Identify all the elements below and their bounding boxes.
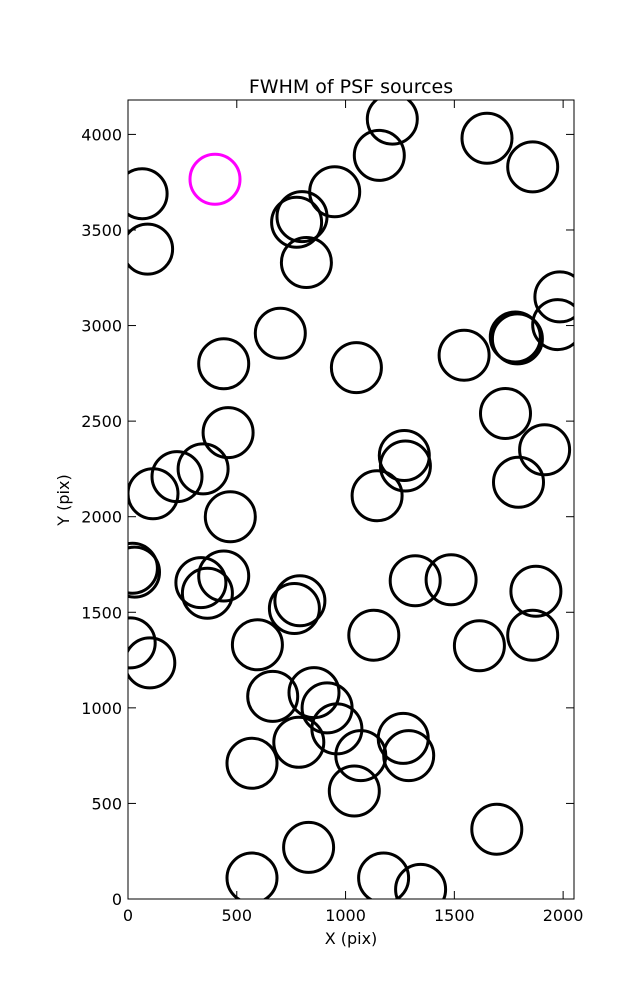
psf-source-circle <box>197 549 251 603</box>
x-tick-label: 500 <box>222 906 253 925</box>
psf-source-circle <box>197 337 251 391</box>
psf-source-circle <box>225 851 279 899</box>
chart-title: FWHM of PSF sources <box>249 76 453 98</box>
x-tick-label: 1500 <box>434 906 475 925</box>
x-tick-label: 0 <box>123 906 133 925</box>
psf-source-circle <box>128 545 161 599</box>
psf-source-markers <box>128 100 574 899</box>
psf-source-circle <box>201 406 255 460</box>
y-axis-label: Y (pix) <box>54 474 73 526</box>
psf-source-circle <box>437 328 491 382</box>
psf-source-circle <box>253 306 307 360</box>
psf-source-circle <box>279 236 333 289</box>
plot-frame <box>127 99 575 900</box>
y-tick-label: 1000 <box>81 699 122 718</box>
psf-source-circle <box>470 802 524 856</box>
psf-source-circle <box>531 298 574 352</box>
psf-source-circle <box>246 669 300 723</box>
psf-source-circle <box>327 764 381 818</box>
psf-source-circle <box>424 553 478 607</box>
highlight-source-circle <box>188 152 242 206</box>
psf-source-circle <box>230 618 284 672</box>
y-axis-ticks: 0 500 1000 1500 2000 2500 3000 3500 4000 <box>81 125 574 909</box>
psf-source-circle <box>357 851 411 899</box>
psf-source-circle <box>128 616 157 670</box>
psf-source-circle <box>533 270 574 324</box>
x-axis-ticks: 0 500 1000 1500 2000 <box>123 100 584 925</box>
psf-source-circle <box>128 467 180 521</box>
psf-source-circle <box>308 165 362 219</box>
y-tick-label: 3500 <box>81 221 122 240</box>
psf-source-circle <box>488 310 542 364</box>
psf-source-circle <box>506 140 560 194</box>
y-tick-label: 3000 <box>81 317 122 336</box>
psf-source-circle <box>128 222 175 276</box>
y-tick-label: 1500 <box>81 603 122 622</box>
psf-source-circle <box>329 341 383 395</box>
psf-source-circle <box>352 128 406 182</box>
psf-source-circle <box>300 681 354 735</box>
y-tick-label: 2500 <box>81 412 122 431</box>
psf-source-circle <box>388 554 442 608</box>
psf-source-circle <box>203 490 257 544</box>
psf-source-circle <box>347 608 401 662</box>
psf-source-circle <box>452 619 506 673</box>
psf-source-circle <box>492 455 545 509</box>
x-tick-label: 2000 <box>543 906 584 925</box>
psf-source-circle <box>460 111 514 165</box>
psf-source-circle <box>282 820 336 874</box>
psf-source-circle <box>479 387 532 440</box>
psf-source-circle <box>273 574 327 628</box>
psf-source-circle <box>225 736 279 790</box>
x-tick-label: 1000 <box>325 906 366 925</box>
psf-source-circle <box>176 442 230 496</box>
y-tick-label: 4000 <box>81 125 122 144</box>
psf-source-circle <box>334 729 388 783</box>
psf-source-circle <box>180 566 234 620</box>
psf-source-circle <box>378 439 432 493</box>
psf-source-circle <box>270 195 324 249</box>
psf-source-circle <box>490 312 544 366</box>
psf-source-circle <box>272 715 326 769</box>
psf-source-circle <box>174 556 228 610</box>
psf-source-circle <box>365 100 419 146</box>
y-tick-label: 2000 <box>81 508 122 527</box>
psf-source-circle <box>518 423 572 477</box>
psf-source-circle <box>350 469 404 523</box>
x-axis-label: X (pix) <box>325 929 378 948</box>
psf-source-circle <box>267 582 321 635</box>
y-tick-label: 0 <box>112 890 122 909</box>
psf-source-circle <box>382 729 436 783</box>
psf-source-circle <box>506 608 560 662</box>
y-tick-label: 500 <box>91 794 122 813</box>
psf-source-circle <box>509 564 563 618</box>
psf-source-circle <box>394 862 448 899</box>
psf-source-circle <box>128 541 159 595</box>
psf-source-circle <box>128 636 177 690</box>
psf-source-circle <box>128 167 169 221</box>
